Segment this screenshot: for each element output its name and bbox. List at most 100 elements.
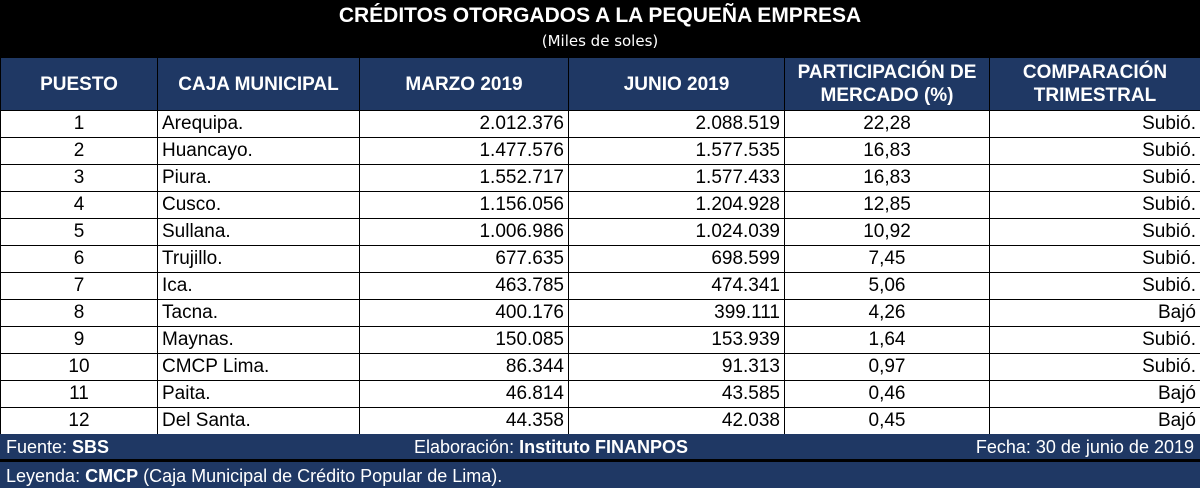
column-header-share-line1: PARTICIPACIÓN DE [797, 62, 977, 83]
cell-june: 1.577.433 [568, 164, 785, 192]
legend-note: Leyenda: CMCP (Caja Municipal de Crédito… [6, 465, 502, 487]
cell-rank: 12 [0, 407, 158, 435]
table-row: 4 Cusco. 1.156.056 1.204.928 12,85 Subió. [0, 191, 1200, 219]
cell-rank: 9 [0, 326, 158, 354]
table-row: 9 Maynas. 150.085 153.939 1,64 Subió. [0, 326, 1200, 354]
cell-march: 86.344 [359, 353, 569, 381]
cell-trend: Subió. [989, 353, 1200, 381]
footer-line-1: Fuente: SBS Elaboración: Instituto FINAN… [0, 434, 1200, 459]
cell-trend: Subió. [989, 245, 1200, 273]
cell-trend: Subió. [989, 326, 1200, 354]
footer: Fuente: SBS Elaboración: Instituto FINAN… [0, 434, 1200, 488]
cell-rank: 5 [0, 218, 158, 246]
table-row: 12 Del Santa. 44.358 42.038 0,45 Bajó [0, 407, 1200, 435]
cell-june: 43.585 [568, 380, 785, 408]
cell-name: Maynas. [157, 326, 360, 354]
footer-line-2: Leyenda: CMCP (Caja Municipal de Crédito… [0, 462, 1200, 488]
table-row: 2 Huancayo. 1.477.576 1.577.535 16,83 Subió. [0, 137, 1200, 165]
cell-share: 16,83 [784, 137, 990, 165]
table-row: 8 Tacna. 400.176 399.111 4,26 Bajó [0, 299, 1200, 327]
cell-june: 474.341 [568, 272, 785, 300]
cell-march: 463.785 [359, 272, 569, 300]
cell-name: Huancayo. [157, 137, 360, 165]
cell-share: 1,64 [784, 326, 990, 354]
source-value: SBS [72, 437, 110, 457]
cell-share: 5,06 [784, 272, 990, 300]
cell-rank: 3 [0, 164, 158, 192]
cell-trend: Bajó [989, 380, 1200, 408]
table-row: 6 Trujillo. 677.635 698.599 7,45 Subió. [0, 245, 1200, 273]
cell-name: Trujillo. [157, 245, 360, 273]
cell-trend: Subió. [989, 110, 1200, 138]
cell-share: 16,83 [784, 164, 990, 192]
table-row: 11 Paita. 46.814 43.585 0,46 Bajó [0, 380, 1200, 408]
cell-rank: 10 [0, 353, 158, 381]
column-header-trend: COMPARACIÓN TRIMESTRAL [989, 57, 1200, 111]
cell-name: CMCP Lima. [157, 353, 360, 381]
column-header-june: JUNIO 2019 [568, 57, 785, 111]
cell-march: 677.635 [359, 245, 569, 273]
cell-june: 42.038 [568, 407, 785, 435]
cell-name: Arequipa. [157, 110, 360, 138]
cell-trend: Bajó [989, 407, 1200, 435]
cell-name: Cusco. [157, 191, 360, 219]
cell-rank: 6 [0, 245, 158, 273]
cell-trend: Subió. [989, 164, 1200, 192]
table-row: 5 Sullana. 1.006.986 1.024.039 10,92 Subió. [0, 218, 1200, 246]
legend-label: Leyenda: [6, 466, 86, 486]
column-header-share: PARTICIPACIÓN DE MERCADO (%) [784, 57, 990, 111]
source-label: Fuente: [6, 437, 73, 457]
column-header-trend-line1: COMPARACIÓN [1022, 62, 1168, 83]
cell-trend: Subió. [989, 137, 1200, 165]
column-header-share-line2: MERCADO (%) [820, 85, 954, 106]
cell-share: 22,28 [784, 110, 990, 138]
source-note: Fuente: SBS [6, 436, 109, 458]
cell-trend: Subió. [989, 191, 1200, 219]
cell-share: 0,45 [784, 407, 990, 435]
cell-june: 91.313 [568, 353, 785, 381]
cell-name: Tacna. [157, 299, 360, 327]
cell-june: 1.204.928 [568, 191, 785, 219]
cell-march: 1.156.056 [359, 191, 569, 219]
cell-june: 399.111 [568, 299, 785, 327]
title-block: CRÉDITOS OTORGADOS A LA PEQUEÑA EMPRESA … [0, 0, 1200, 57]
cell-name: Piura. [157, 164, 360, 192]
cell-june: 153.939 [568, 326, 785, 354]
cell-share: 7,45 [784, 245, 990, 273]
cell-rank: 11 [0, 380, 158, 408]
prepared-label: Elaboración: [414, 437, 520, 457]
cell-march: 400.176 [359, 299, 569, 327]
cell-name: Paita. [157, 380, 360, 408]
cell-june: 2.088.519 [568, 110, 785, 138]
prepared-value: Instituto FINANPOS [519, 437, 689, 457]
prepared-note: Elaboración: Instituto FINANPOS [414, 436, 688, 458]
cell-june: 1.577.535 [568, 137, 785, 165]
cell-march: 1.477.576 [359, 137, 569, 165]
cell-march: 44.358 [359, 407, 569, 435]
cell-march: 1.006.986 [359, 218, 569, 246]
cell-march: 46.814 [359, 380, 569, 408]
page-subtitle: (Miles de soles) [541, 32, 659, 50]
table-header-row: PUESTO CAJA MUNICIPAL MARZO 2019 JUNIO 2… [0, 57, 1200, 111]
cell-name: Sullana. [157, 218, 360, 246]
credits-table: PUESTO CAJA MUNICIPAL MARZO 2019 JUNIO 2… [0, 57, 1200, 435]
column-header-march: MARZO 2019 [359, 57, 569, 111]
column-header-name: CAJA MUNICIPAL [157, 57, 360, 111]
column-header-rank: PUESTO [0, 57, 158, 111]
cell-march: 1.552.717 [359, 164, 569, 192]
cell-share: 12,85 [784, 191, 990, 219]
table-row: 7 Ica. 463.785 474.341 5,06 Subió. [0, 272, 1200, 300]
cell-name: Ica. [157, 272, 360, 300]
table-row: 10 CMCP Lima. 86.344 91.313 0,97 Subió. [0, 353, 1200, 381]
date-note: Fecha: 30 de junio de 2019 [975, 437, 1194, 457]
legend-text: (Caja Municipal de Crédito Popular de Li… [138, 466, 503, 486]
cell-rank: 4 [0, 191, 158, 219]
page-title: CRÉDITOS OTORGADOS A LA PEQUEÑA EMPRESA [338, 4, 862, 27]
cell-share: 0,46 [784, 380, 990, 408]
cell-trend: Bajó [989, 299, 1200, 327]
cell-march: 2.012.376 [359, 110, 569, 138]
cell-rank: 2 [0, 137, 158, 165]
cell-june: 698.599 [568, 245, 785, 273]
table-body: 1 Arequipa. 2.012.376 2.088.519 22,28 Subió. 2… [0, 110, 1200, 435]
